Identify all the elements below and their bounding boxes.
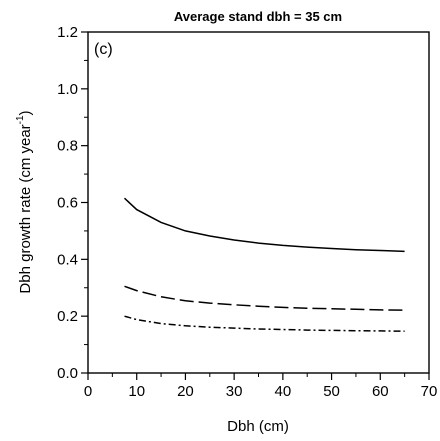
- series-line-2: [124, 285, 405, 311]
- x-tick-label: 60: [372, 383, 389, 400]
- y-tick-label: 0.2: [57, 308, 78, 325]
- panel-label: (c): [94, 41, 113, 58]
- x-tick-label: 0: [84, 383, 92, 400]
- y-tick-label: 1.2: [57, 24, 78, 41]
- y-tick-label: 0.0: [57, 365, 78, 382]
- x-tick-label: 20: [177, 383, 194, 400]
- x-tick-label: 50: [323, 383, 340, 400]
- series-layer: [123, 197, 405, 332]
- y-tick-label: 0.4: [57, 251, 78, 268]
- series-line-3: [124, 315, 405, 332]
- y-tick-label: 1.0: [57, 81, 78, 98]
- y-axis: 0.0 0.2 0.4 0.6 0.8 1.0 1.2: [57, 24, 88, 382]
- y-tick-label: 0.6: [57, 195, 78, 212]
- x-axis: 0 10 20 30 40 50 60 70: [84, 373, 438, 400]
- y-axis-label-end: ): [17, 110, 34, 115]
- y-tick-label: 0.8: [57, 138, 78, 155]
- x-axis-label: Dbh (cm): [227, 418, 289, 435]
- x-tick-label: 30: [226, 383, 243, 400]
- y-axis-label-main: Dbh growth rate (cm year: [17, 124, 34, 293]
- series-line-1: [123, 197, 405, 253]
- chart-title: Average stand dbh = 35 cm: [174, 9, 342, 24]
- x-tick-label: 10: [128, 383, 145, 400]
- y-axis-label: Dbh growth rate (cm year-1): [15, 110, 34, 293]
- x-tick-label: 40: [275, 383, 292, 400]
- plot-frame: [87, 31, 430, 374]
- y-axis-label-sup: -1: [15, 115, 26, 124]
- x-tick-label: 70: [421, 383, 438, 400]
